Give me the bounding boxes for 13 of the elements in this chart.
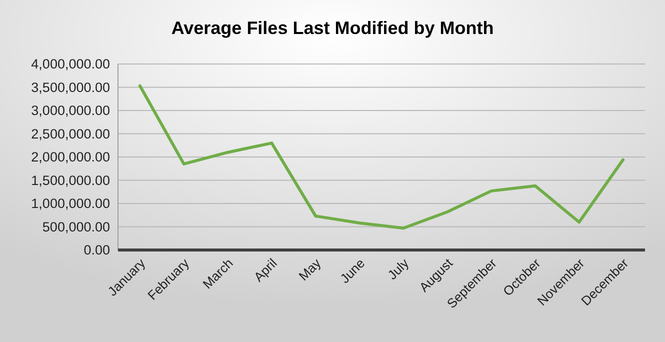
chart-title: Average Files Last Modified by Month	[171, 18, 494, 38]
y-tick-label: 3,500,000.00	[31, 80, 110, 95]
x-tick-label: May	[296, 255, 324, 284]
y-tick-label: 1,000,000.00	[31, 196, 110, 212]
y-tick-label: 3,000,000.00	[31, 103, 110, 118]
y-tick-label: 0.00	[84, 242, 110, 258]
y-tick-label: 2,500,000.00	[31, 126, 110, 142]
y-tick-label: 2,000,000.00	[31, 150, 110, 165]
y-tick-label: 500,000.00	[42, 219, 110, 234]
y-tick-label: 1,500,000.00	[31, 172, 110, 188]
x-tick-label: July	[384, 255, 412, 282]
line-series	[138, 84, 625, 230]
y-tick-label: 4,000,000.00	[31, 56, 110, 72]
